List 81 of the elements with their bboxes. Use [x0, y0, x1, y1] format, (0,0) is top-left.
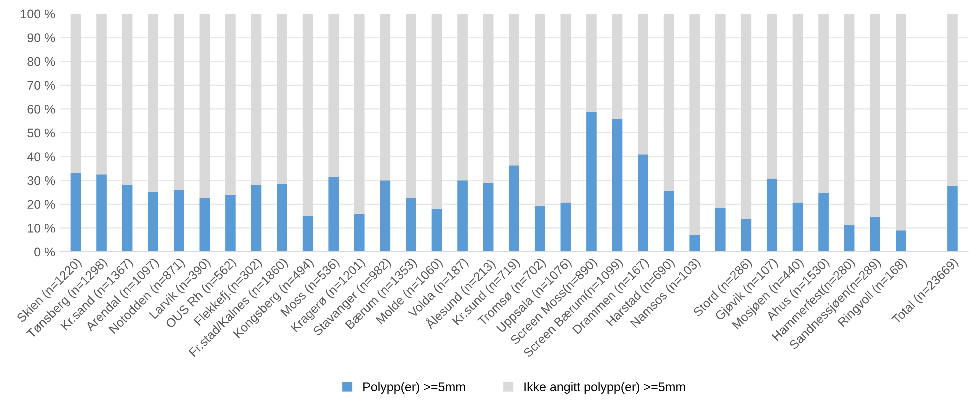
bar	[458, 180, 468, 252]
bar	[560, 202, 572, 252]
bar	[870, 14, 881, 218]
bar	[509, 166, 520, 252]
bar	[406, 14, 416, 198]
bar	[767, 14, 778, 179]
bar	[174, 190, 184, 252]
bar	[122, 185, 133, 252]
bar	[96, 174, 107, 252]
y-tick-label: 20 %	[28, 200, 56, 210]
bar	[122, 14, 133, 186]
bar	[741, 14, 752, 219]
bar	[664, 190, 674, 252]
legend-label: Ikke angitt polypp(er) >=5mm	[524, 382, 686, 394]
bar	[70, 173, 82, 252]
bar	[870, 217, 881, 252]
y-tick-label: 30 %	[28, 176, 56, 186]
bar	[380, 180, 391, 252]
y-tick-label: 40 %	[27, 152, 56, 162]
bar	[896, 14, 906, 231]
bar	[586, 14, 597, 113]
bar	[277, 184, 288, 252]
bar	[226, 14, 236, 195]
bar	[483, 183, 494, 252]
bar	[302, 216, 314, 252]
y-tick-label: 50 %	[28, 128, 56, 138]
y-tick-label: 80 %	[28, 57, 56, 66]
bar	[586, 112, 597, 252]
bar	[277, 14, 288, 184]
bar	[354, 214, 365, 252]
bar	[380, 14, 391, 181]
bar	[226, 194, 236, 252]
bar	[792, 14, 804, 203]
bar	[715, 208, 726, 252]
bar	[148, 14, 158, 192]
y-tick-label: 10 %	[28, 224, 56, 233]
bar	[96, 14, 107, 175]
bar	[948, 14, 958, 187]
bar	[406, 198, 416, 252]
bar	[458, 14, 468, 181]
y-tick-label: 100 %	[21, 10, 56, 19]
bar	[612, 14, 623, 120]
y-tick-label: 90 %	[28, 34, 56, 42]
legend-label: Polypp(er) >=5mm	[364, 382, 466, 394]
y-tick-label: 0 %	[34, 248, 56, 257]
bar	[251, 14, 262, 186]
bar	[534, 206, 546, 252]
bar	[328, 177, 340, 252]
bar	[715, 14, 726, 208]
bar	[483, 14, 494, 184]
bar	[690, 14, 700, 236]
bar	[251, 185, 262, 252]
bar	[560, 14, 572, 203]
bar	[844, 14, 855, 226]
bar	[948, 186, 958, 252]
bar	[741, 218, 752, 252]
bar	[354, 14, 365, 214]
bar	[844, 225, 855, 252]
bar	[328, 14, 340, 178]
bar	[638, 154, 648, 252]
bar	[302, 14, 314, 216]
bar	[148, 192, 158, 252]
bar	[534, 14, 546, 206]
bar	[432, 209, 442, 252]
bar	[638, 14, 648, 155]
bar	[690, 235, 700, 252]
y-tick-label: 70 %	[28, 81, 56, 90]
bar	[200, 198, 210, 252]
bar	[896, 230, 906, 252]
bar	[174, 14, 184, 190]
bar	[664, 14, 674, 191]
bar	[432, 14, 442, 210]
bar	[818, 14, 829, 194]
bar	[612, 119, 623, 252]
y-tick-label: 60 %	[28, 105, 56, 114]
bar	[509, 14, 520, 166]
bar	[70, 14, 82, 174]
bar	[792, 202, 804, 252]
bar	[767, 178, 778, 252]
bar	[818, 193, 829, 252]
bar	[200, 14, 210, 198]
